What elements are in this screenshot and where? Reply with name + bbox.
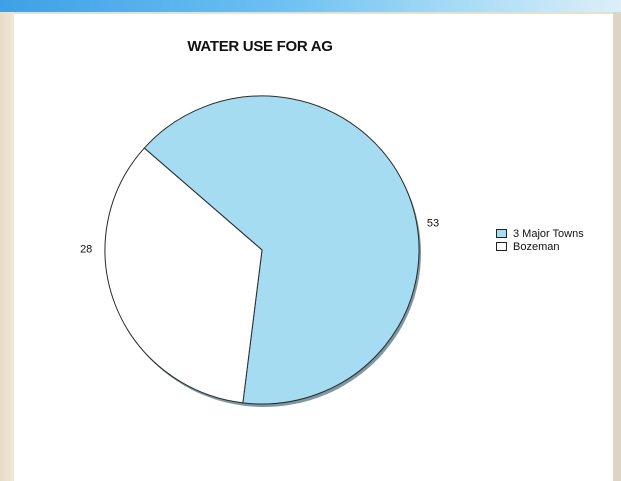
legend-label-3-major-towns: 3 Major Towns [513,227,584,240]
data-label-bozeman: 28 [80,243,92,255]
top-decorative-band [0,0,621,12]
data-label-3-major-towns: 53 [427,217,439,229]
chart-legend: 3 Major Towns Bozeman [496,227,584,253]
legend-item-bozeman: Bozeman [496,240,584,253]
legend-swatch-bozeman [496,242,507,251]
chart-title: WATER USE FOR AG [187,38,333,55]
legend-item-3-major-towns: 3 Major Towns [496,227,584,240]
legend-label-bozeman: Bozeman [513,240,560,253]
pie-slice-bozeman [104,147,263,404]
right-page-edge [613,12,621,481]
pie-slice-3-major-towns [143,95,420,405]
left-page-edge [0,12,14,481]
legend-swatch-3-major-towns [496,229,507,238]
